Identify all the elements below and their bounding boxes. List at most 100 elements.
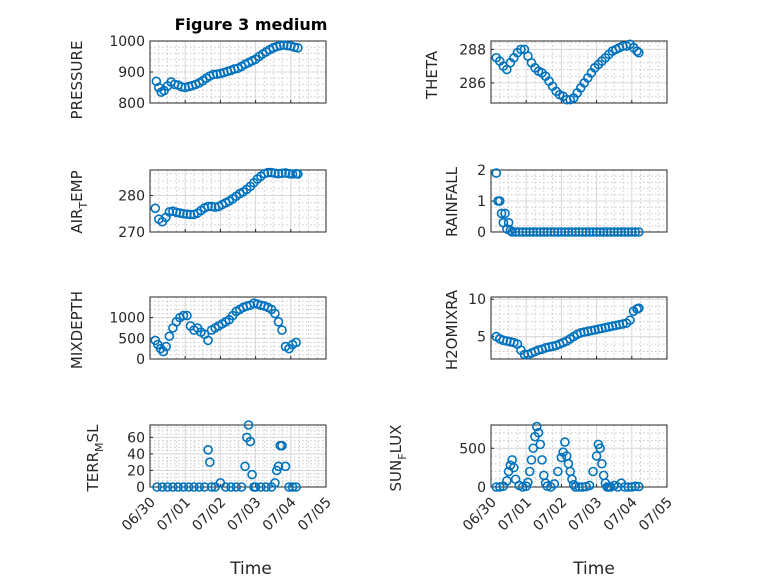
y-tick-label: 2	[477, 163, 486, 179]
data-point	[243, 420, 254, 430]
x-axis-label-right: Time	[572, 559, 615, 579]
y-tick-label: 280	[118, 189, 145, 205]
data-point	[570, 227, 581, 237]
data-point	[537, 455, 547, 465]
data-point	[609, 227, 620, 237]
data-point	[293, 169, 303, 179]
axes-frame	[149, 296, 327, 360]
data-point	[240, 461, 250, 472]
data-point	[567, 474, 577, 485]
data-point	[291, 482, 301, 492]
data-point	[273, 461, 284, 472]
data-point	[152, 482, 162, 492]
data-point	[205, 457, 215, 468]
panel-1: 286 288	[459, 39, 668, 105]
data-point	[546, 227, 556, 237]
data-point	[183, 482, 194, 492]
data-point	[203, 201, 213, 212]
data-point	[632, 46, 642, 56]
data-point	[178, 482, 189, 492]
data-point	[256, 482, 266, 492]
data-point	[151, 76, 162, 87]
data-point	[496, 208, 507, 219]
data-point	[616, 227, 627, 237]
data-point	[280, 168, 291, 178]
y-tick-label: 5	[477, 330, 486, 346]
data-point	[270, 478, 280, 488]
data-point	[516, 44, 526, 55]
data-point	[236, 482, 247, 492]
data-point	[634, 47, 644, 58]
data-point	[245, 436, 256, 447]
y-tick-label: 0	[477, 480, 486, 496]
data-point	[634, 227, 644, 237]
data-point	[494, 196, 505, 206]
data-point	[595, 227, 605, 237]
data-point	[619, 482, 630, 492]
data-point	[199, 482, 210, 492]
panel-2: 270 280	[118, 167, 327, 241]
data-point	[507, 227, 517, 237]
data-point	[273, 316, 284, 327]
data-point	[194, 482, 205, 492]
data-point	[574, 227, 584, 237]
data-point	[226, 482, 236, 492]
y-tick-label: 0	[136, 480, 145, 496]
data-point	[291, 337, 301, 348]
data-point	[178, 208, 189, 219]
data-point	[612, 227, 623, 237]
y-axis-label-mixdepth: MIXDEPTH	[68, 291, 86, 369]
data-point	[535, 439, 546, 450]
data-point	[521, 227, 532, 237]
panel-4: 0 500 1000	[109, 296, 327, 368]
data-point	[287, 482, 298, 492]
data-point	[591, 227, 602, 237]
data-point	[270, 308, 280, 319]
data-point	[567, 227, 577, 237]
data-point	[591, 451, 602, 461]
y-tick-label: 1	[477, 194, 486, 210]
data-point	[277, 325, 287, 335]
data-point	[597, 458, 607, 469]
data-point	[588, 466, 598, 477]
data-point	[524, 227, 535, 237]
data-point	[574, 482, 584, 492]
y-tick-label: 800	[118, 96, 145, 112]
data-point	[549, 479, 560, 489]
data-point	[164, 207, 175, 217]
y-tick-label: 60	[127, 430, 145, 446]
data-point	[162, 482, 173, 492]
data-point	[500, 208, 510, 219]
x-axis-label-left: Time	[229, 559, 272, 579]
y-tick-label: 20	[127, 463, 145, 479]
data-point	[514, 227, 524, 237]
data-point	[284, 482, 294, 492]
axes-frame	[149, 169, 327, 233]
data-point	[560, 227, 570, 237]
data-point	[277, 168, 287, 179]
data-point	[623, 482, 634, 492]
data-point	[533, 427, 544, 438]
data-point	[161, 341, 171, 352]
data-point	[563, 227, 574, 237]
data-point	[289, 42, 300, 53]
data-point	[528, 443, 539, 454]
data-point	[155, 343, 166, 354]
figure-title: Figure 3 medium	[175, 15, 328, 34]
data-point	[553, 227, 563, 237]
data-point	[598, 227, 609, 237]
data-point	[588, 227, 598, 237]
y-axis-label-pressure: PRESSURE	[68, 41, 86, 120]
data-point	[175, 208, 185, 218]
y-tick-label: 288	[459, 42, 486, 58]
data-point	[189, 482, 199, 492]
data-point	[491, 168, 502, 178]
data-point	[524, 466, 535, 477]
data-point	[595, 443, 605, 454]
y-tick-label: 286	[459, 76, 486, 92]
data-point	[273, 168, 284, 179]
data-point	[526, 455, 537, 465]
data-point	[570, 482, 581, 492]
data-point	[293, 43, 303, 53]
